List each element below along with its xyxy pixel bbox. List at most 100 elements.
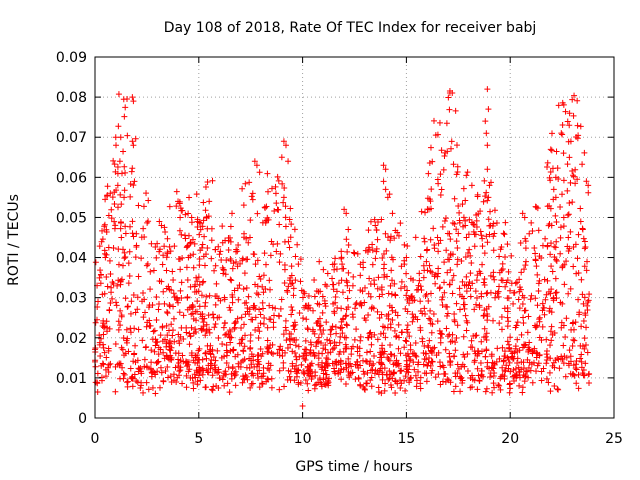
data-point — [478, 372, 485, 379]
data-point — [145, 197, 152, 204]
data-point — [164, 364, 171, 371]
data-point — [510, 373, 517, 380]
data-point — [343, 344, 350, 351]
data-point — [581, 335, 588, 342]
data-point — [115, 91, 122, 98]
data-point — [148, 373, 155, 380]
data-point — [371, 277, 378, 284]
data-point — [337, 348, 344, 355]
data-point — [533, 204, 540, 211]
data-point-peak — [548, 222, 555, 229]
data-point — [578, 276, 585, 283]
data-point — [496, 253, 503, 260]
data-point — [444, 303, 451, 310]
data-point — [278, 296, 285, 303]
data-point — [97, 280, 104, 287]
data-point — [238, 314, 245, 321]
data-point — [121, 255, 128, 262]
data-point — [578, 323, 585, 330]
data-point — [517, 239, 524, 246]
data-point — [439, 301, 446, 308]
data-point — [273, 200, 280, 207]
data-point — [281, 238, 288, 245]
data-point — [496, 355, 503, 362]
data-point — [129, 375, 136, 382]
data-point — [427, 236, 434, 243]
y-tick-label: 0.04 — [56, 251, 87, 267]
data-point — [483, 336, 490, 343]
data-point — [128, 298, 135, 305]
data-point — [361, 385, 368, 392]
data-point — [437, 381, 444, 388]
data-point — [485, 303, 492, 310]
data-point — [335, 280, 342, 287]
data-point — [444, 310, 451, 317]
data-point — [122, 104, 129, 111]
data-point — [463, 234, 470, 241]
data-point — [166, 327, 173, 334]
data-point — [467, 285, 474, 292]
data-point — [570, 371, 577, 378]
data-point — [203, 355, 210, 362]
data-point — [202, 384, 209, 391]
data-point — [424, 267, 431, 274]
data-point — [483, 330, 490, 337]
data-point — [466, 246, 473, 253]
data-point — [211, 324, 218, 331]
data-point — [333, 288, 340, 295]
data-point — [562, 108, 569, 115]
data-point — [110, 157, 117, 164]
data-point — [203, 215, 210, 222]
data-point-peak — [372, 222, 379, 229]
data-point — [582, 360, 589, 367]
data-point — [506, 359, 513, 366]
data-point — [115, 123, 122, 130]
data-point — [460, 333, 467, 340]
data-point — [357, 300, 364, 307]
data-point — [559, 356, 566, 363]
data-point — [441, 259, 448, 266]
data-point — [356, 352, 363, 359]
data-point — [201, 233, 208, 240]
data-point — [158, 369, 165, 376]
data-point — [316, 375, 323, 382]
data-point — [241, 270, 248, 277]
data-point — [329, 360, 336, 367]
data-point — [505, 365, 512, 372]
data-point — [275, 206, 282, 213]
data-point — [350, 273, 357, 280]
data-point — [526, 346, 533, 353]
data-point — [424, 342, 431, 349]
data-points — [92, 86, 593, 409]
data-point — [513, 322, 520, 329]
data-point — [442, 215, 449, 222]
data-point — [140, 389, 147, 396]
data-point — [393, 361, 400, 368]
data-point — [387, 324, 394, 331]
y-tick-label: 0.08 — [56, 90, 87, 106]
data-point — [505, 341, 512, 348]
data-point — [196, 255, 203, 262]
data-point — [101, 349, 108, 356]
data-point — [100, 331, 107, 338]
data-point — [315, 361, 322, 368]
data-point — [387, 381, 394, 388]
data-point — [512, 280, 519, 287]
data-point — [246, 364, 253, 371]
x-axis-ticks: 0 5 10 15 20 25 — [91, 57, 623, 447]
data-point — [471, 243, 478, 250]
data-point — [466, 216, 473, 223]
data-point — [437, 330, 444, 337]
data-point — [260, 370, 267, 377]
data-point — [392, 378, 399, 385]
data-point — [339, 289, 346, 296]
data-point-peak — [253, 162, 260, 169]
data-point — [257, 311, 264, 318]
data-point — [250, 353, 257, 360]
data-point — [223, 341, 230, 348]
data-point — [167, 340, 174, 347]
data-point — [196, 345, 203, 352]
data-point — [202, 251, 209, 258]
data-point — [162, 367, 169, 374]
